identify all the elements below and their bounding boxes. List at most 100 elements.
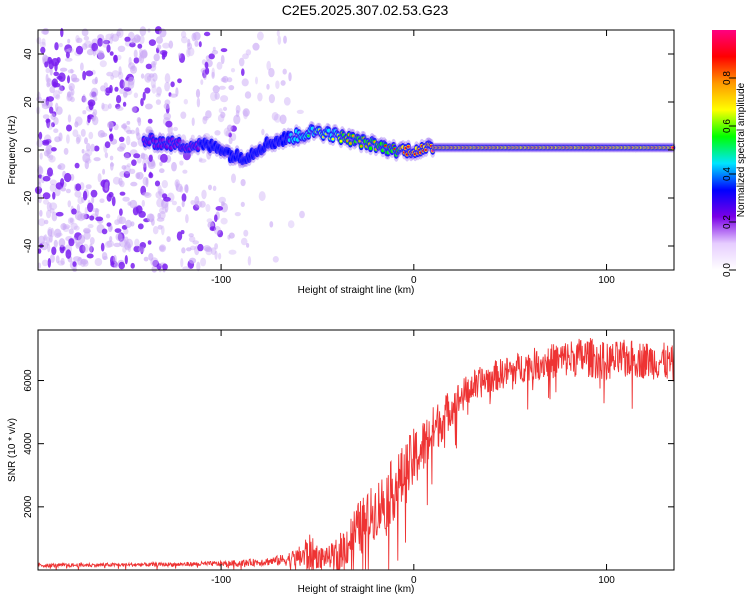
spectrogram-noise-blob [40,241,49,251]
spectrogram-noise-blob [124,241,131,251]
spectrogram-noise-blob [77,256,83,266]
spectrogram-noise-blob [187,47,195,57]
colorbar-strip [712,30,736,270]
spectrogram-noise-blob [123,165,131,175]
spectrogram-noise-blob [171,161,177,172]
spectrogram-noise-blob [173,126,178,132]
spectrogram-noise-blob [123,228,129,235]
spectrogram-noise-blob [143,256,149,262]
spectrogram-noise-blob [73,225,80,231]
spectrogram-noise-blob [47,77,51,83]
snr-xlabel: Height of straight line (km) [298,584,415,595]
spectrogram-noise-blob [44,219,49,225]
spectrogram-noise-blob [49,202,58,210]
spectrogram-noise-blob [91,42,98,52]
spectrogram-noise-blob [111,70,120,78]
spectrogram-noise-blob [198,41,202,48]
spectrogram-noise-blob [84,207,88,215]
spectrogram-noise-blob [106,193,112,202]
spectrogram-noise-blob [55,211,64,217]
spectrogram-noise-blob [181,200,185,208]
spectrogram-noise-blob [162,263,168,271]
spectrogram-noise-blob [69,218,74,223]
spectrogram-noise-blob [136,132,141,141]
spectrogram-noise-blob [46,81,51,88]
spectrogram-noise-blob [101,38,109,48]
spectrogram-noise-blob [231,173,236,184]
spectrogram-noise-blob [139,242,147,249]
spectrogram-noise-blob [212,85,220,94]
spectrogram-noise-blob [119,79,125,89]
spectrogram-noise-blob [133,57,140,64]
ridge-core [358,139,362,143]
spectrogram-noise-blob [191,117,195,126]
spectrogram-noise-blob [118,216,127,225]
spectrogram-noise-blob [185,184,189,194]
spectrogram-noise-blob [111,33,120,42]
colorbar-tick-label: 0.6 [722,119,733,133]
spectrogram-noise-blob [146,213,155,222]
spectrogram-noise-blob [203,31,211,37]
spectrogram-noise-blob [153,53,160,62]
spectrogram-noise-blob [186,48,191,58]
spectrogram-noise-blob [82,94,86,103]
spectrogram-noise-blob [242,108,250,117]
spectrogram-noise-blob [202,115,208,125]
spectrogram-noise-blob [69,85,73,91]
spectrogram-noise-blob [119,191,126,196]
spectrogram-noise-blob [133,49,138,59]
spectrogram-noise-blob [82,70,86,81]
spectrogram-noise-blob [196,261,201,272]
spectrogram-noise-blob [46,96,55,102]
spectrogram-noise-blob [122,101,127,107]
spectrogram-noise-blob [53,71,59,77]
spectrogram-noise-blob [58,85,63,95]
spectrogram-noise-blob [49,183,56,193]
spectrogram-noise-blob [155,93,161,98]
spectrogram-noise-blob [119,142,126,150]
spectrogram-noise-blob [283,35,287,44]
spectrogram-noise-blob [240,179,246,187]
spectrogram-noise-blob [90,87,99,98]
snr-ytick-label: 6000 [23,369,34,392]
spectrogram-noise-blob [228,137,233,145]
spectrogram-noise-blob [59,67,68,72]
spectrogram-noise-blob [220,77,227,83]
spectrogram-noise-blob [161,53,166,60]
spectrogram-noise-blob [55,255,60,264]
spectrogram-noise-blob [75,136,81,145]
spectrogram-noise-blob [130,262,135,269]
spectrogram-noise-blob [164,203,169,213]
spectrogram-noise-blob [77,213,85,222]
spectrogram-noise-blob [46,202,52,212]
ridge-core [359,145,363,148]
spectrogram-noise-blob [137,43,143,49]
spectrogram-noise-blob [54,42,59,51]
spectrogram-noise-blob [45,100,53,109]
spectrogram-noise-blob [192,204,200,211]
spectrogram-noise-blob [66,47,74,54]
spectrogram-noise-blob [117,45,126,52]
spectrogram-noise-blob [49,179,57,186]
spectrogram-noise-blob [188,233,194,238]
spectrogram-noise-blob [145,177,149,188]
spectrogram-noise-blob [43,199,49,205]
spectrogram-noise-blob [147,160,156,170]
spectrogram-noise-blob [94,76,98,84]
spectrogram-noise-blob [109,51,114,56]
spectrogram-noise-blob [204,246,213,252]
spectrogram-noise-blob [177,78,182,84]
spectrogram-noise-blob [49,154,54,161]
spectrogram-noise-blob [106,71,113,77]
spectrogram-noise-blob [162,42,170,49]
spectrogram-noise-blob [36,96,42,102]
spectrogram-noise-blob [180,258,184,268]
spectrogram-noise-blob [46,148,51,159]
spectrogram-noise-blob [141,49,148,58]
spectrogram-noise-blob [42,175,51,182]
spectrogram-noise-blob [148,39,156,46]
spectrogram-noise-blob [257,31,264,41]
spectrogram-noise-blob [75,35,80,43]
snr-ticks: -100 0 100 2000 4000 6000 [23,330,674,586]
spectrogram-noise-blob [87,99,96,107]
